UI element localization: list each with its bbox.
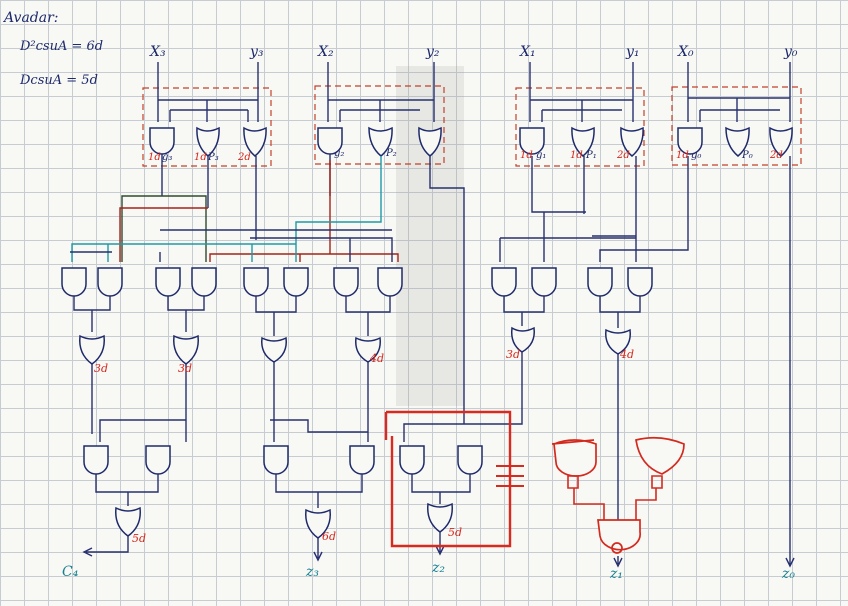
label-y1: y₁ (625, 44, 640, 60)
shaded-region (396, 66, 464, 406)
output-arrows (82, 532, 795, 568)
gate-labels-b1-p: P₁ (585, 150, 597, 161)
gate-labels-b2-g: g₂ (334, 148, 344, 159)
label-z0: z₀ (781, 566, 795, 582)
output-gates (115, 502, 453, 539)
gate-labels-b3-2d: 2d (237, 152, 251, 163)
label-y0: y₀ (783, 44, 798, 60)
or-inputs (73, 296, 641, 336)
gate-labels-b0-p: P₀ (741, 150, 753, 161)
label-z3: z₃ (305, 564, 319, 580)
gate-labels-b1-2d: 2d (616, 150, 630, 161)
and-row-4 (83, 445, 483, 475)
label-c4: C₄ (62, 564, 79, 580)
interconnect (70, 154, 791, 566)
label-x1: X₁ (519, 44, 536, 60)
handwritten-notes: Avadar: D²csuA = 6d DcsuA = 5d (2, 10, 103, 88)
gate-labels-b0-1d: 1d (676, 150, 689, 161)
label-y3: y₃ (249, 44, 264, 60)
input-gates (149, 126, 793, 157)
delays-out-z3: 6d (322, 530, 336, 543)
delays-or-b: 3d (178, 362, 192, 375)
gate-labels-b1-1d: 1d (520, 150, 533, 161)
delays-or-a: 3d (94, 362, 108, 375)
label-z1: z₁ (609, 566, 623, 582)
block-bit1 (515, 87, 645, 167)
and-row-2 (61, 267, 653, 297)
gate-labels-b0-2d: 2d (769, 150, 783, 161)
block-bit3 (142, 87, 272, 167)
gate-labels-b0-g: g₀ (691, 150, 701, 161)
delays-out-z2: 5d (448, 526, 462, 539)
delays-or-d: 3d (506, 348, 520, 361)
gate-labels-b2-p: P₂ (385, 148, 397, 159)
delays-out-c4: 5d (132, 532, 146, 545)
delays-or-e: 4d (619, 348, 634, 361)
label-y2: y₂ (425, 44, 440, 60)
final-or-inputs (95, 474, 471, 508)
gate-labels-b3-1d: 1d (148, 152, 161, 163)
input-wires (157, 62, 791, 122)
red-redraw (551, 436, 685, 554)
gate-labels-b3-1d2: 1d (194, 152, 207, 163)
gate-labels-b3-p: P₃ (207, 152, 219, 163)
label-z2: z₂ (431, 560, 445, 576)
label-x2: X₂ (317, 44, 334, 60)
gate-labels-b1-1d2: 1d (570, 150, 583, 161)
block-bit0 (671, 86, 802, 166)
notes-line-1: D²csuA = 6d (19, 39, 103, 54)
delay-labels: 3d 3d 4d 3d 4d 5d 6d 5d (94, 348, 634, 545)
notes-heading: Avadar: (2, 10, 59, 26)
label-x3: X₃ (149, 44, 166, 60)
input-labels: X₃ y₃ X₂ y₂ X₁ y₁ X₀ y₀ (149, 44, 798, 60)
output-labels: C₄ z₃ z₂ z₁ z₀ (62, 560, 795, 582)
gate-labels-b3-g: g₃ (162, 152, 172, 163)
label-x0: X₀ (677, 44, 694, 60)
or-row-3 (79, 326, 631, 365)
delays-or-c: 4d (369, 352, 384, 365)
gate-labels-b1-g: g₁ (536, 150, 546, 161)
equivalence-mark (496, 465, 524, 487)
lower-wires (91, 352, 619, 530)
block-bit2 (314, 85, 445, 165)
highlight-box (384, 410, 512, 548)
gate-labels: 1d g₃ 1d P₃ 2d g₂ P₂ 1d g₁ 1d P₁ 2d 1d g… (148, 148, 783, 163)
notes-line-2: DcsuA = 5d (19, 73, 98, 88)
